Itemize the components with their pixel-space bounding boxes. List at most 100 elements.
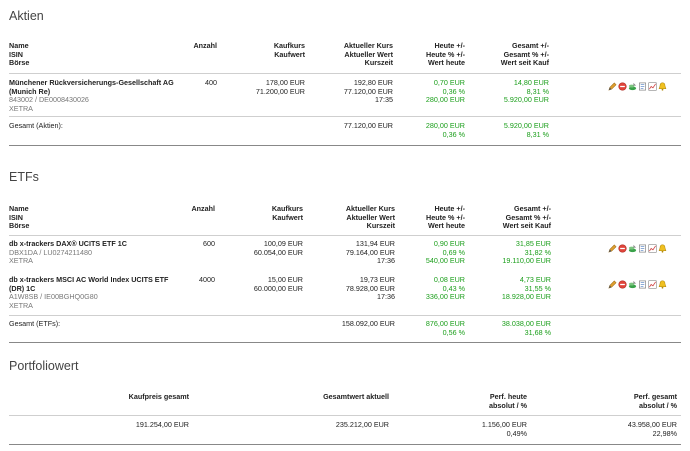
cell-gesamt-pct: 31,55 % xyxy=(524,283,551,293)
col-header-heute[interactable]: Heute +/- xyxy=(434,204,465,213)
portfolio-kaufpreis: 191.254,00 EUR xyxy=(135,420,189,429)
col-header-kurszeit[interactable]: Kurszeit xyxy=(366,221,395,231)
col-header-kaufwert[interactable]: Kaufwert xyxy=(272,212,303,222)
col-header-kurs[interactable]: Aktueller Kurs xyxy=(343,41,393,50)
cell-gesamt-pct: 8,31 % xyxy=(526,86,549,96)
security-name[interactable]: db x-trackers MSCI AC World Index UCITS … xyxy=(9,275,169,293)
delete-icon[interactable] xyxy=(618,82,627,91)
cell-anzahl: 600 xyxy=(203,239,215,248)
total-heute: 876,00 EUR xyxy=(425,319,465,328)
col-header-anzahl[interactable]: Anzahl xyxy=(191,204,215,213)
total-wert: 77.120,00 EUR xyxy=(343,121,393,130)
chart-icon[interactable] xyxy=(648,82,657,91)
col-header-heute-pct[interactable]: Heute % +/- xyxy=(426,49,465,59)
col-header-kurs[interactable]: Aktueller Kurs xyxy=(345,204,395,213)
total-gesamt-pct: 8,31 % xyxy=(526,129,549,139)
cell-gesamt: 4,73 EUR xyxy=(519,275,551,284)
buy-sell-icon[interactable] xyxy=(628,82,637,91)
col-header-heute-pct[interactable]: Heute % +/- xyxy=(426,212,465,222)
cell-wert-heute: 336,00 EUR xyxy=(425,292,465,302)
col-header-kaufwert[interactable]: Kaufwert xyxy=(274,49,305,59)
total-gesamt-pct: 31,68 % xyxy=(524,327,551,337)
col-header-kurszeit[interactable]: Kurszeit xyxy=(364,58,393,68)
cell-heute: 0,70 EUR xyxy=(433,78,465,87)
cell-kaufwert: 71.200,00 EUR xyxy=(255,86,305,96)
table-row: Münchener Rückversicherungs-Gesellschaft… xyxy=(9,78,681,115)
alert-icon[interactable] xyxy=(658,280,667,289)
cell-heute-pct: 0,36 % xyxy=(442,86,465,96)
col-header-boerse[interactable]: Börse xyxy=(9,58,30,68)
col-header-name[interactable]: Name xyxy=(9,41,29,50)
divider xyxy=(9,342,681,343)
col-header-gesamt[interactable]: Gesamt +/- xyxy=(514,204,551,213)
total-wert: 158.092,00 EUR xyxy=(341,319,395,328)
cell-heute-pct: 0,43 % xyxy=(442,283,465,293)
security-name[interactable]: db x-trackers DAX® UCITS ETF 1C xyxy=(9,239,127,248)
buy-sell-icon[interactable] xyxy=(628,280,637,289)
cell-seit-kauf: 18.928,00 EUR xyxy=(501,292,551,302)
edit-icon[interactable] xyxy=(608,82,617,91)
alert-icon[interactable] xyxy=(658,82,667,91)
divider xyxy=(9,415,681,416)
col-header-kaufpreis: Kaufpreis gesamt xyxy=(128,392,189,401)
section-title-aktien: Aktien xyxy=(9,9,44,23)
col-header-isin[interactable]: ISIN xyxy=(9,49,23,59)
section-title-etfs: ETFs xyxy=(9,170,39,184)
divider xyxy=(9,116,681,117)
cell-seit-kauf: 19.110,00 EUR xyxy=(502,256,551,266)
cell-wert: 78.928,00 EUR xyxy=(345,283,395,293)
chart-icon[interactable] xyxy=(648,244,657,253)
notes-icon[interactable] xyxy=(638,280,647,289)
col-header-gesamtwert: Gesamtwert aktuell xyxy=(323,392,389,401)
security-boerse: XETRA xyxy=(9,256,33,266)
notes-icon[interactable] xyxy=(638,244,647,253)
edit-icon[interactable] xyxy=(608,280,617,289)
portfolio-perf-heute-abs: 1.156,00 EUR xyxy=(481,420,527,429)
total-heute-pct: 0,36 % xyxy=(442,129,465,139)
buy-sell-icon[interactable] xyxy=(628,244,637,253)
cell-seit-kauf: 5.920,00 EUR xyxy=(503,95,549,105)
col-header-kaufkurs[interactable]: Kaufkurs xyxy=(271,204,303,213)
row-actions xyxy=(608,82,667,91)
row-actions xyxy=(608,280,667,289)
col-header-kaufkurs[interactable]: Kaufkurs xyxy=(273,41,305,50)
col-header-isin[interactable]: ISIN xyxy=(9,212,23,222)
col-header-gesamt-pct[interactable]: Gesamt % +/- xyxy=(503,49,549,59)
col-header-wert[interactable]: Aktueller Wert xyxy=(346,212,395,222)
cell-kaufkurs: 100,09 EUR xyxy=(263,239,303,248)
total-label: Gesamt (ETFs): xyxy=(9,319,61,328)
security-boerse: XETRA xyxy=(9,300,33,310)
cell-gesamt-pct: 31,82 % xyxy=(524,247,551,257)
divider xyxy=(9,73,681,74)
cell-kurs: 192,80 EUR xyxy=(353,78,393,87)
security-boerse: XETRA xyxy=(9,103,33,113)
aktien-table-header: Name ISIN Börse Anzahl Kaufkurs Kaufwert… xyxy=(9,41,681,72)
security-isin: 843002 / DE0008430026 xyxy=(9,95,89,105)
col-header-gesamt-pct[interactable]: Gesamt % +/- xyxy=(505,212,551,222)
cell-wert: 79.164,00 EUR xyxy=(345,247,395,257)
notes-icon[interactable] xyxy=(638,82,647,91)
col-header-boerse[interactable]: Börse xyxy=(9,221,30,231)
col-header-gesamt[interactable]: Gesamt +/- xyxy=(512,41,549,50)
chart-icon[interactable] xyxy=(648,280,657,289)
col-header-perf-heute-sub: absolut / % xyxy=(489,400,527,410)
col-header-seit-kauf[interactable]: Wert seit Kauf xyxy=(500,58,549,68)
divider xyxy=(9,444,681,445)
col-header-seit-kauf[interactable]: Wert seit Kauf xyxy=(502,221,551,231)
cell-kurszeit: 17:35 xyxy=(375,95,393,105)
security-name[interactable]: Münchener Rückversicherungs-Gesellschaft… xyxy=(9,78,174,96)
col-header-heute[interactable]: Heute +/- xyxy=(434,41,465,50)
edit-icon[interactable] xyxy=(608,244,617,253)
cell-kaufkurs: 178,00 EUR xyxy=(265,78,305,87)
col-header-wert-heute[interactable]: Wert heute xyxy=(427,221,465,231)
delete-icon[interactable] xyxy=(618,244,627,253)
col-header-wert-heute[interactable]: Wert heute xyxy=(427,58,465,68)
delete-icon[interactable] xyxy=(618,280,627,289)
col-header-wert[interactable]: Aktueller Wert xyxy=(344,49,393,59)
col-header-name[interactable]: Name xyxy=(9,204,29,213)
alert-icon[interactable] xyxy=(658,244,667,253)
total-gesamt: 38.038,00 EUR xyxy=(501,319,551,328)
section-title-portfoliowert: Portfoliowert xyxy=(9,359,79,373)
col-header-anzahl[interactable]: Anzahl xyxy=(193,41,217,50)
cell-heute-pct: 0,69 % xyxy=(442,247,465,257)
